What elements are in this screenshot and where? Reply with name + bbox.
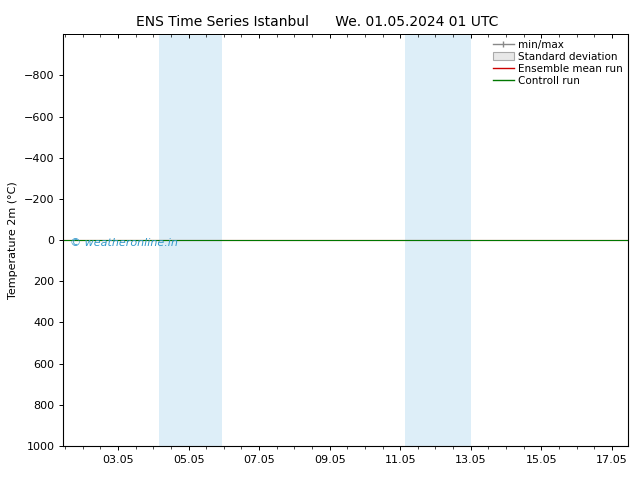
Bar: [406, 34, 470, 446]
Text: © weatheronline.in: © weatheronline.in: [70, 238, 178, 248]
Y-axis label: Temperature 2m (°C): Temperature 2m (°C): [8, 181, 18, 299]
Legend: min/max, Standard deviation, Ensemble mean run, Controll run: min/max, Standard deviation, Ensemble me…: [491, 37, 624, 88]
Bar: [158, 34, 222, 446]
Text: ENS Time Series Istanbul      We. 01.05.2024 01 UTC: ENS Time Series Istanbul We. 01.05.2024 …: [136, 15, 498, 29]
